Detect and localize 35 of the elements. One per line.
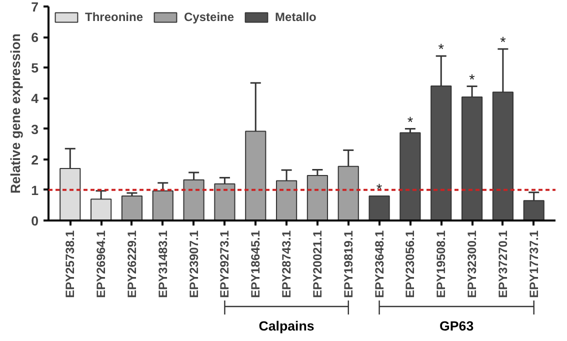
x-tick-label: EPY32300.1 <box>465 230 480 298</box>
y-tick-label: 1 <box>31 182 40 198</box>
annotation: * <box>407 114 414 131</box>
annotation: * <box>376 182 382 198</box>
y-tick-label: 0 <box>31 214 39 228</box>
y-tick-label: 3 <box>31 122 39 137</box>
legend-label: Cysteine <box>184 10 234 24</box>
x-tick-label: EPY23056.1 <box>403 230 418 298</box>
legend-label: Threonine <box>85 10 144 24</box>
x-tick-label: EPY29273.1 <box>218 230 232 298</box>
y-tick-label: 7 <box>31 0 39 14</box>
x-tick-label: EPY23907.1 <box>186 230 201 298</box>
annotation: * <box>438 42 444 58</box>
y-tick-label: 6 <box>31 30 39 46</box>
x-tick-label: EPY19819.1 <box>341 230 356 298</box>
x-tick-label: EPY20021.1 <box>310 230 324 298</box>
x-tick-label: EPY18645.1 <box>248 230 263 298</box>
annotation: * <box>500 34 506 51</box>
text: Calpains <box>258 318 314 334</box>
x-tick-label: EPY37270.1 <box>496 230 510 298</box>
y-tick-label: 4 <box>31 91 40 106</box>
x-tick-label: EPY26964.1 <box>94 230 108 298</box>
x-tick-label: EPY28743.1 <box>280 230 294 298</box>
y-axis-title: Relative gene expression <box>8 33 24 194</box>
x-tick-label: EPY31483.1 <box>156 230 170 298</box>
x-tick-label: EPY19508.1 <box>434 230 448 298</box>
x-tick-label: EPY26229.1 <box>124 230 139 298</box>
x-tick-label: EPY17737.1 <box>526 230 541 298</box>
y-tick-label: 5 <box>31 60 40 76</box>
x-tick-label: EPY23648.1 <box>372 230 386 298</box>
y-tick-label: 2 <box>31 152 39 168</box>
annotation: * <box>469 72 476 88</box>
x-tick-label: EPY25738.1 <box>63 230 78 298</box>
legend-label: Metallo <box>275 10 316 24</box>
text: GP63 <box>440 318 474 334</box>
